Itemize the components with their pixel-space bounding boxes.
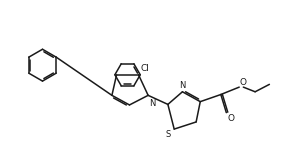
Text: N: N <box>150 99 156 108</box>
Text: O: O <box>240 78 247 86</box>
Text: O: O <box>228 114 235 123</box>
Text: Cl: Cl <box>141 64 150 73</box>
Text: N: N <box>179 81 185 90</box>
Text: S: S <box>166 130 171 139</box>
